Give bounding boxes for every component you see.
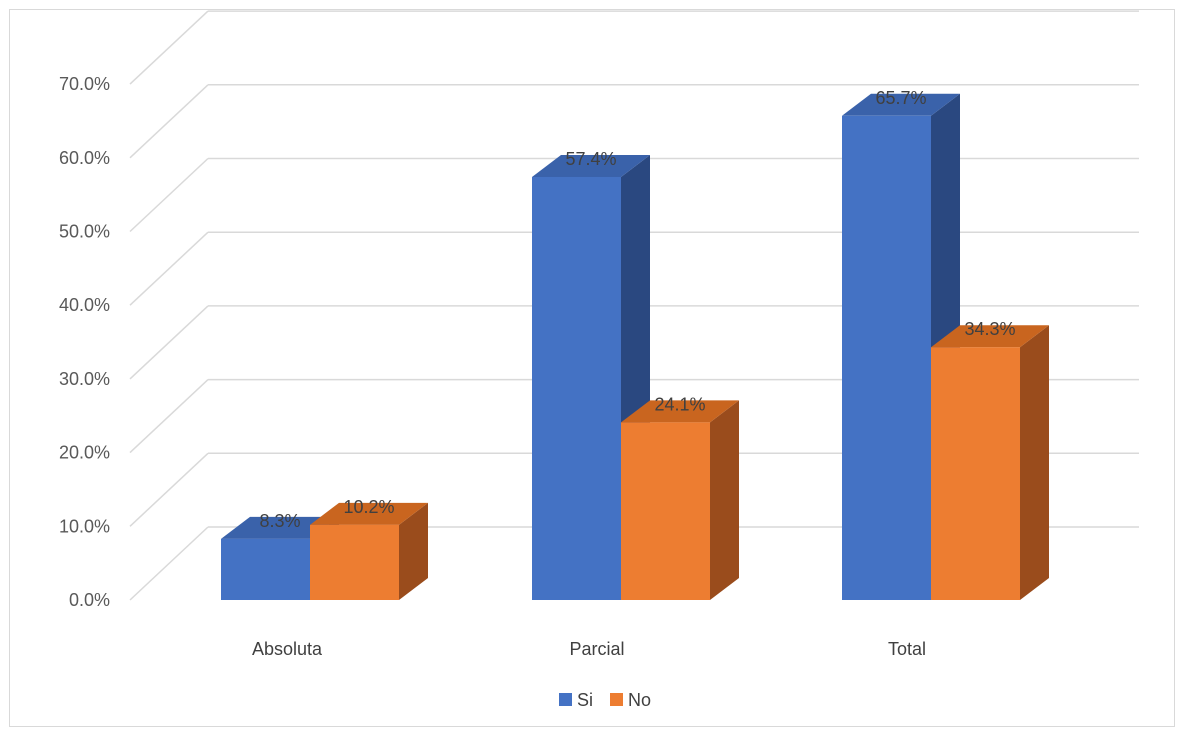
bar-top: [621, 400, 739, 423]
y-tick-label: 70.0%: [59, 74, 110, 94]
gridline-depth: [129, 452, 209, 527]
data-label: 10.2%: [343, 497, 394, 517]
data-label: 34.3%: [964, 319, 1015, 339]
gridline-depth: [129, 231, 209, 306]
data-label: 65.7%: [875, 88, 926, 108]
bar-si-absoluta: [221, 538, 310, 600]
gridline-depth: [129, 379, 209, 454]
bar-top: [310, 502, 428, 525]
bar-si-total: [842, 115, 931, 600]
gridline-depth: [129, 84, 209, 159]
data-label: 24.1%: [654, 394, 705, 414]
data-label: 8.3%: [259, 511, 300, 531]
legend-swatch-no: [610, 693, 623, 706]
legend-label: No: [628, 690, 651, 710]
y-tick-label: 10.0%: [59, 516, 110, 536]
bar-no-parcial: [621, 422, 710, 600]
bar-top: [221, 516, 339, 539]
x-tick-label: Absoluta: [252, 639, 323, 659]
legend-label: Si: [577, 690, 593, 710]
bar-no-absoluta: [310, 524, 399, 600]
bar-top: [842, 93, 960, 116]
y-tick-label: 20.0%: [59, 443, 110, 463]
gridline-depth: [129, 526, 209, 601]
gridline-depth: [129, 10, 209, 85]
bar-top: [931, 325, 1049, 348]
legend-swatch-si: [559, 693, 572, 706]
y-tick-label: 30.0%: [59, 369, 110, 389]
x-tick-label: Total: [888, 639, 926, 659]
bar-side: [399, 502, 428, 600]
gridline-depth: [129, 157, 209, 233]
gridline-depth: [129, 305, 209, 380]
data-label: 57.4%: [565, 149, 616, 169]
y-tick-label: 40.0%: [59, 295, 110, 315]
bar-side: [1020, 325, 1049, 600]
x-tick-label: Parcial: [569, 639, 624, 659]
bar-si-parcial: [532, 176, 621, 600]
bar-no-total: [931, 347, 1020, 600]
y-tick-label: 0.0%: [69, 590, 110, 610]
bar-side: [710, 400, 739, 600]
y-tick-label: 60.0%: [59, 148, 110, 168]
y-tick-label: 50.0%: [59, 222, 110, 242]
bar-top: [532, 154, 650, 177]
